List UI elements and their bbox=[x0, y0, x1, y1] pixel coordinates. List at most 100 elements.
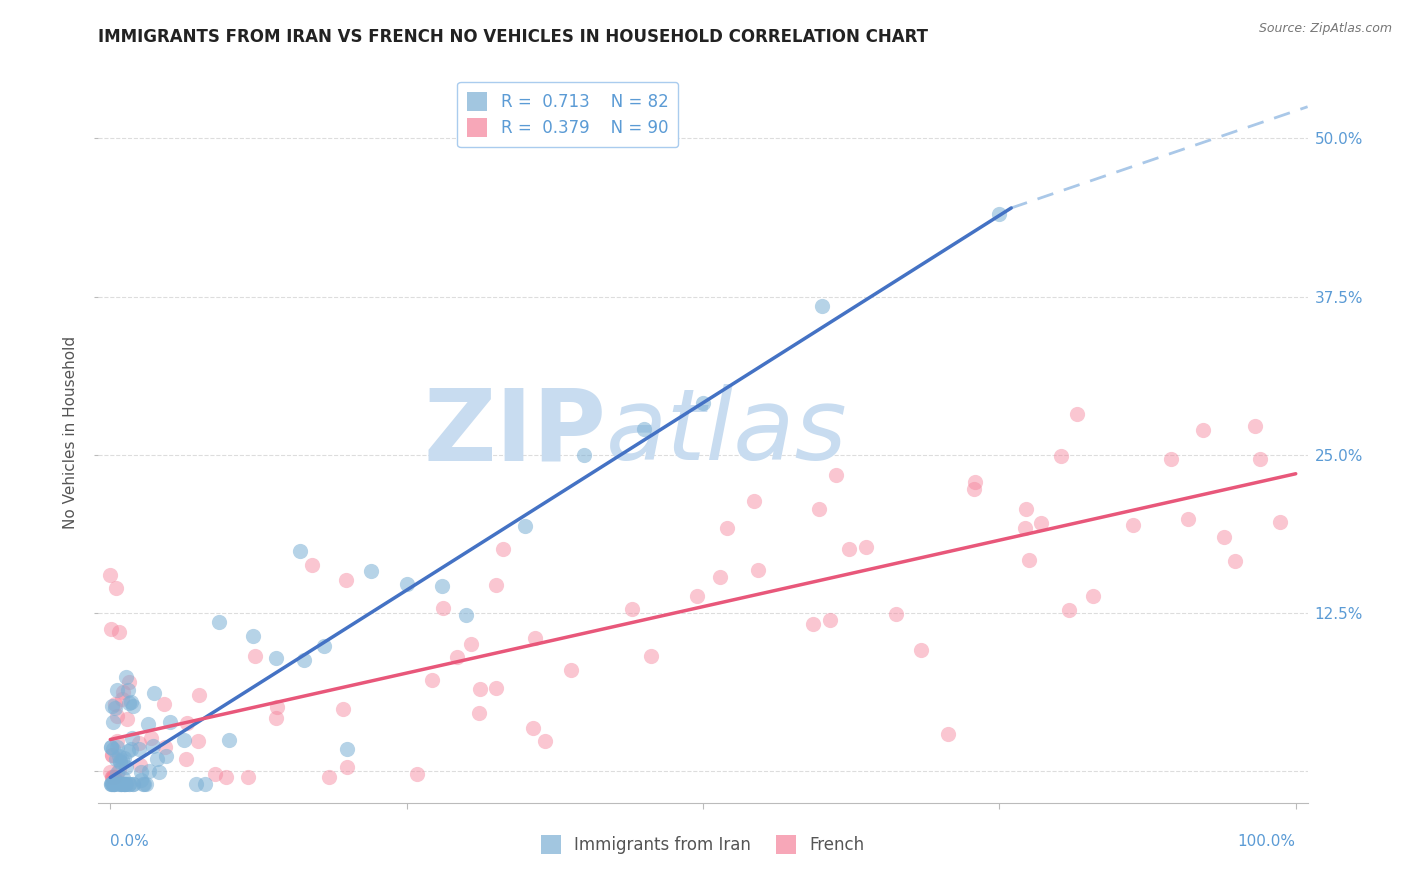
Point bbox=[266, 700, 288, 714]
Point bbox=[121, 777, 143, 791]
Point bbox=[204, 767, 226, 781]
Point bbox=[136, 716, 159, 731]
Point bbox=[468, 681, 491, 696]
Point bbox=[111, 684, 134, 698]
Point bbox=[292, 653, 315, 667]
Point bbox=[936, 727, 959, 741]
Point bbox=[112, 771, 135, 785]
Point bbox=[742, 494, 765, 508]
Point bbox=[963, 482, 986, 496]
Point bbox=[336, 742, 359, 756]
Point bbox=[395, 576, 418, 591]
Point bbox=[1122, 518, 1144, 533]
Point bbox=[104, 701, 127, 715]
Point bbox=[454, 607, 477, 622]
Point bbox=[100, 739, 122, 754]
Point bbox=[522, 721, 544, 735]
Point bbox=[159, 715, 181, 730]
Point bbox=[98, 568, 121, 582]
Point bbox=[100, 698, 122, 713]
Point bbox=[716, 521, 738, 535]
Point bbox=[640, 649, 662, 664]
Point bbox=[100, 777, 122, 791]
Point bbox=[173, 733, 195, 747]
Point bbox=[264, 711, 287, 725]
Point bbox=[406, 766, 429, 780]
Text: 100.0%: 100.0% bbox=[1237, 834, 1296, 849]
Point bbox=[824, 467, 846, 482]
Point bbox=[1050, 450, 1073, 464]
Text: 0.0%: 0.0% bbox=[110, 834, 149, 849]
Point bbox=[360, 564, 382, 578]
Point bbox=[117, 682, 139, 697]
Point bbox=[120, 695, 142, 709]
Point bbox=[215, 771, 238, 785]
Point bbox=[1057, 602, 1080, 616]
Point bbox=[838, 541, 860, 556]
Text: IMMIGRANTS FROM IRAN VS FRENCH NO VEHICLES IN HOUSEHOLD CORRELATION CHART: IMMIGRANTS FROM IRAN VS FRENCH NO VEHICL… bbox=[98, 28, 928, 45]
Point bbox=[621, 602, 644, 616]
Point bbox=[155, 749, 177, 764]
Point bbox=[810, 299, 832, 313]
Point bbox=[129, 773, 152, 788]
Point bbox=[820, 613, 842, 627]
Point bbox=[176, 716, 198, 731]
Legend: Immigrants from Iran, French: Immigrants from Iran, French bbox=[534, 829, 872, 861]
Point bbox=[560, 663, 582, 677]
Point bbox=[118, 674, 141, 689]
Point bbox=[491, 541, 513, 556]
Point bbox=[318, 771, 340, 785]
Point bbox=[148, 765, 170, 780]
Point bbox=[134, 777, 156, 791]
Point bbox=[1015, 502, 1038, 516]
Point bbox=[1192, 423, 1215, 437]
Point bbox=[105, 733, 128, 747]
Point bbox=[107, 777, 129, 791]
Point bbox=[515, 519, 537, 533]
Point bbox=[100, 764, 122, 779]
Point bbox=[103, 771, 125, 785]
Point bbox=[101, 776, 124, 790]
Point bbox=[111, 753, 134, 767]
Point bbox=[118, 696, 141, 710]
Point bbox=[988, 207, 1011, 221]
Point bbox=[101, 742, 124, 756]
Point bbox=[101, 748, 124, 763]
Point bbox=[301, 558, 323, 573]
Point bbox=[122, 699, 145, 714]
Point bbox=[112, 777, 135, 791]
Point bbox=[208, 615, 231, 629]
Point bbox=[112, 750, 135, 764]
Point bbox=[115, 712, 138, 726]
Point bbox=[112, 777, 135, 791]
Point bbox=[121, 731, 143, 745]
Point bbox=[801, 616, 824, 631]
Point bbox=[1249, 452, 1271, 467]
Point bbox=[446, 650, 468, 665]
Point bbox=[138, 764, 160, 778]
Point bbox=[105, 752, 128, 766]
Point bbox=[155, 740, 177, 755]
Point bbox=[120, 741, 142, 756]
Point bbox=[101, 771, 124, 785]
Point bbox=[129, 765, 152, 780]
Point bbox=[100, 777, 122, 791]
Point bbox=[105, 709, 128, 723]
Point bbox=[1177, 512, 1199, 526]
Point bbox=[118, 777, 141, 791]
Point bbox=[135, 777, 157, 791]
Point bbox=[187, 733, 209, 747]
Point bbox=[108, 749, 131, 764]
Point bbox=[153, 698, 176, 712]
Point bbox=[335, 573, 357, 587]
Point bbox=[122, 777, 145, 791]
Point bbox=[114, 670, 136, 684]
Text: Source: ZipAtlas.com: Source: ZipAtlas.com bbox=[1258, 22, 1392, 36]
Point bbox=[1066, 407, 1088, 421]
Point bbox=[460, 637, 482, 651]
Point bbox=[336, 759, 359, 773]
Point bbox=[1213, 530, 1236, 544]
Point bbox=[132, 777, 155, 791]
Point bbox=[174, 752, 197, 766]
Point bbox=[468, 706, 491, 720]
